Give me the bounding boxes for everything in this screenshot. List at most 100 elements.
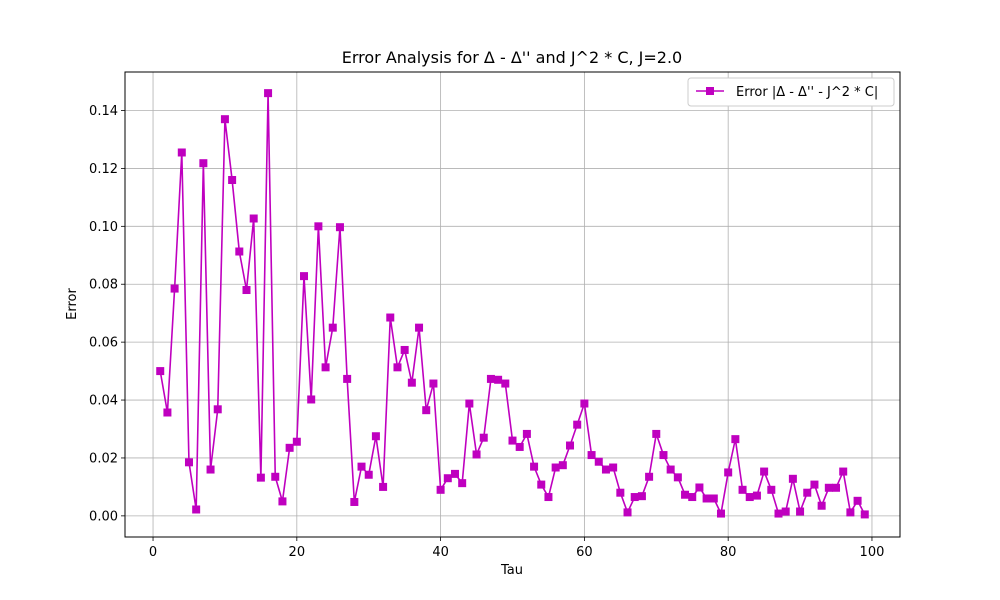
y-tick-label: 0.14: [89, 104, 118, 119]
data-point: [745, 493, 754, 502]
data-point: [731, 435, 740, 444]
data-point: [594, 457, 603, 466]
series-line: [159, 92, 866, 515]
y-tick-label: 0.10: [89, 220, 118, 235]
data-point: [702, 494, 711, 503]
data-point: [486, 374, 495, 383]
data-point: [220, 115, 229, 124]
data-point: [386, 313, 395, 322]
data-point: [537, 480, 546, 489]
y-axis-ticks: 0.00 0.02 0.04 0.06 0.08 0.10 0.12 0.14: [89, 104, 125, 524]
data-point: [407, 378, 416, 387]
data-point: [752, 491, 761, 500]
data-point: [400, 345, 409, 354]
data-point: [278, 497, 287, 506]
data-point: [321, 363, 330, 372]
data-point: [206, 465, 215, 474]
data-point: [645, 472, 654, 481]
data-point: [846, 508, 855, 517]
data-point: [652, 429, 661, 438]
data-point: [350, 497, 359, 506]
legend-marker-sample: [706, 87, 714, 95]
data-point: [343, 374, 352, 383]
y-tick-label: 0.02: [89, 451, 118, 466]
data-point: [235, 247, 244, 256]
data-point: [860, 510, 869, 519]
data-point: [371, 432, 380, 441]
x-tick-label: 60: [576, 545, 593, 560]
data-point: [774, 509, 783, 518]
data-point: [314, 222, 323, 231]
y-tick-label: 0.08: [89, 278, 118, 293]
data-point: [429, 379, 438, 388]
data-point: [601, 465, 610, 474]
data-point: [695, 483, 704, 492]
data-point: [522, 429, 531, 438]
data-point: [623, 508, 632, 517]
axes-frame: [124, 71, 901, 538]
data-point: [659, 451, 668, 460]
data-point: [472, 450, 481, 459]
x-tick-label: 20: [289, 545, 306, 560]
data-point: [264, 89, 273, 98]
series-markers: [156, 89, 869, 519]
data-point: [630, 493, 639, 502]
data-point: [587, 451, 596, 460]
data-point: [494, 375, 503, 384]
data-point: [170, 284, 179, 293]
data-point: [256, 473, 265, 482]
data-point: [688, 493, 697, 502]
data-point: [379, 482, 388, 491]
data-point: [163, 408, 172, 417]
data-point: [832, 483, 841, 492]
chart-title: Error Analysis for Δ - Δ'' and J^2 * C, …: [342, 48, 682, 67]
data-point: [156, 367, 165, 376]
data-point: [364, 470, 373, 479]
data-point: [767, 485, 776, 494]
data-point: [788, 474, 797, 483]
data-point: [242, 286, 251, 295]
data-point: [436, 485, 445, 494]
data-point: [199, 159, 208, 168]
data-point: [817, 501, 826, 510]
data-point: [300, 272, 309, 281]
data-point: [213, 405, 222, 414]
x-axis-label: Tau: [500, 563, 523, 578]
data-point: [335, 223, 344, 232]
data-point: [616, 488, 625, 497]
data-point: [458, 479, 467, 488]
y-tick-label: 0.00: [89, 509, 118, 524]
data-point: [580, 399, 589, 408]
x-axis-ticks: 0 20 40 60 80 100: [149, 537, 884, 560]
x-tick-label: 100: [860, 545, 885, 560]
data-point: [853, 496, 862, 505]
data-point: [184, 458, 193, 467]
data-point: [738, 485, 747, 494]
series-line-group: [159, 92, 866, 515]
legend-box: [687, 77, 895, 107]
data-point: [271, 472, 280, 481]
data-point: [796, 507, 805, 516]
y-tick-label: 0.04: [89, 394, 118, 409]
data-point: [443, 474, 452, 483]
x-tick-label: 80: [720, 545, 737, 560]
data-point: [450, 469, 459, 478]
data-point: [415, 323, 424, 332]
y-tick-label: 0.12: [89, 162, 118, 177]
data-point: [609, 463, 618, 472]
data-point: [810, 480, 819, 489]
x-tick-label: 0: [149, 545, 157, 560]
data-point: [637, 492, 646, 501]
data-point: [573, 420, 582, 429]
legend: Error |Δ - Δ'' - J^2 * C|: [687, 77, 895, 107]
data-point: [551, 463, 560, 472]
data-point: [566, 441, 575, 450]
x-tick-label: 40: [432, 545, 449, 560]
data-point: [192, 505, 201, 514]
data-point: [285, 443, 294, 452]
y-axis-label: Error: [65, 288, 80, 320]
data-point: [709, 494, 718, 503]
data-point: [328, 323, 337, 332]
data-point: [357, 462, 366, 471]
